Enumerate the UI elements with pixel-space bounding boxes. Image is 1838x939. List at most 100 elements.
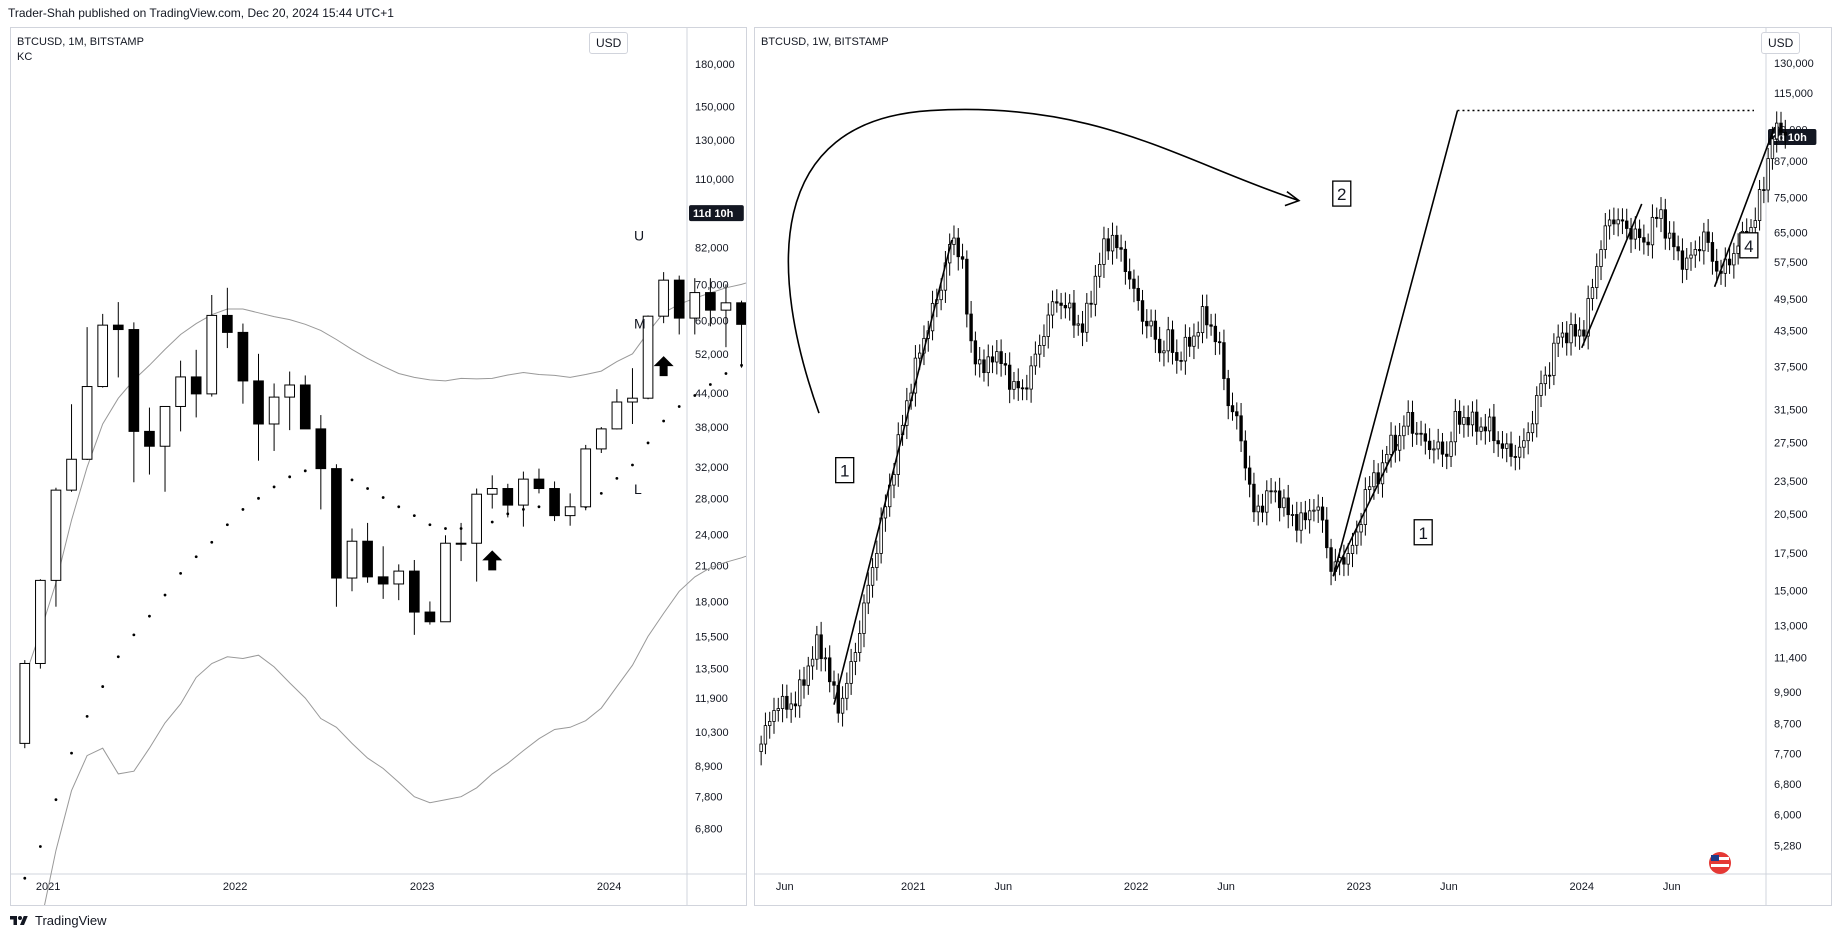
candle[interactable]	[828, 645, 832, 693]
trend-line[interactable]	[1581, 203, 1643, 349]
candle[interactable]	[810, 646, 815, 680]
candle[interactable]	[175, 360, 186, 432]
candle[interactable]	[1757, 179, 1762, 231]
candle[interactable]	[870, 558, 875, 598]
candle[interactable]	[977, 346, 982, 378]
candle[interactable]	[1153, 309, 1158, 353]
candle[interactable]	[1650, 204, 1655, 259]
candle[interactable]	[1397, 422, 1402, 462]
candle[interactable]	[866, 572, 870, 615]
candle[interactable]	[1607, 209, 1612, 240]
candle[interactable]	[580, 444, 592, 511]
candle[interactable]	[1025, 374, 1029, 401]
candle[interactable]	[952, 225, 956, 256]
candle[interactable]	[789, 692, 793, 723]
candle[interactable]	[1119, 234, 1123, 262]
candle[interactable]	[1003, 352, 1008, 376]
candle[interactable]	[1260, 493, 1265, 523]
candle[interactable]	[1050, 290, 1055, 329]
candle[interactable]	[1239, 402, 1243, 452]
candle[interactable]	[990, 345, 995, 374]
candle[interactable]	[440, 535, 451, 623]
candle[interactable]	[823, 647, 828, 672]
candle[interactable]	[331, 464, 342, 607]
candle[interactable]	[222, 287, 233, 349]
candle[interactable]	[1187, 327, 1192, 357]
candle[interactable]	[1046, 303, 1050, 349]
us-flag-icon[interactable]	[1709, 852, 1731, 874]
candle[interactable]	[1209, 313, 1213, 336]
weekly-chart-canvas[interactable]: 130,000115,00099,00087,00075,00065,00057…	[755, 28, 1831, 905]
candle[interactable]	[1243, 430, 1248, 481]
candle[interactable]	[424, 601, 436, 625]
candle[interactable]	[1162, 340, 1166, 367]
candle[interactable]	[1706, 219, 1710, 252]
candle[interactable]	[720, 284, 732, 348]
candle[interactable]	[533, 468, 545, 494]
candle[interactable]	[772, 697, 776, 734]
candle[interactable]	[1530, 410, 1535, 442]
candle[interactable]	[1505, 433, 1509, 463]
candle[interactable]	[1175, 339, 1179, 374]
candle[interactable]	[362, 522, 373, 583]
candle[interactable]	[965, 250, 969, 328]
candle[interactable]	[689, 278, 701, 335]
tradingview-logo-icon[interactable]	[8, 914, 30, 928]
candle[interactable]	[1710, 232, 1715, 275]
chart-panel-monthly[interactable]: BTCUSD, 1M, BITSTAMP KC USD 180,000 150,0…	[10, 27, 747, 906]
candle[interactable]	[1783, 119, 1787, 149]
candle[interactable]	[1012, 371, 1016, 400]
candle[interactable]	[377, 546, 389, 599]
candle[interactable]	[1667, 221, 1672, 251]
candle[interactable]	[1295, 501, 1299, 543]
candle[interactable]	[1213, 313, 1218, 356]
candle[interactable]	[159, 405, 171, 492]
candle[interactable]	[1007, 352, 1012, 404]
candle[interactable]	[1560, 321, 1565, 348]
candle[interactable]	[1616, 208, 1620, 237]
candle[interactable]	[642, 315, 654, 400]
candle[interactable]	[1457, 400, 1462, 434]
candle[interactable]	[1016, 368, 1020, 401]
candle[interactable]	[763, 712, 768, 755]
candle[interactable]	[1200, 294, 1205, 344]
footer-brand[interactable]: TradingView	[35, 913, 107, 928]
candle[interactable]	[673, 275, 685, 335]
candle[interactable]	[1595, 253, 1599, 300]
candle[interactable]	[1350, 532, 1355, 568]
candle[interactable]	[1453, 398, 1458, 456]
candle[interactable]	[144, 407, 155, 475]
candle[interactable]	[1222, 329, 1226, 391]
candle[interactable]	[1406, 400, 1410, 436]
candle[interactable]	[1346, 543, 1350, 576]
candle[interactable]	[1633, 216, 1637, 250]
candle[interactable]	[815, 625, 819, 670]
candle[interactable]	[1273, 481, 1278, 503]
candle[interactable]	[1590, 278, 1595, 311]
candle[interactable]	[1629, 217, 1633, 253]
candle[interactable]	[66, 404, 77, 492]
candle[interactable]	[658, 272, 669, 324]
candle[interactable]	[1573, 313, 1577, 347]
candle[interactable]	[1462, 405, 1466, 438]
candle[interactable]	[1642, 224, 1646, 255]
candle[interactable]	[1089, 290, 1093, 318]
trend-line[interactable]	[1332, 110, 1459, 577]
candle[interactable]	[1586, 285, 1590, 350]
candle[interactable]	[1663, 198, 1667, 250]
candle[interactable]	[1097, 252, 1102, 288]
candle[interactable]	[969, 300, 973, 353]
currency-unit-button[interactable]: USD	[589, 32, 629, 54]
candle[interactable]	[1445, 441, 1449, 470]
candle[interactable]	[1569, 312, 1573, 356]
candle[interactable]	[1625, 208, 1629, 239]
candle[interactable]	[299, 375, 311, 430]
candle[interactable]	[759, 735, 763, 766]
candle[interactable]	[1299, 501, 1303, 544]
candle[interactable]	[1410, 400, 1415, 447]
candle[interactable]	[1547, 362, 1552, 389]
candle[interactable]	[1127, 258, 1132, 290]
candle[interactable]	[237, 323, 249, 404]
candle[interactable]	[960, 243, 965, 269]
candle[interactable]	[1440, 432, 1445, 467]
